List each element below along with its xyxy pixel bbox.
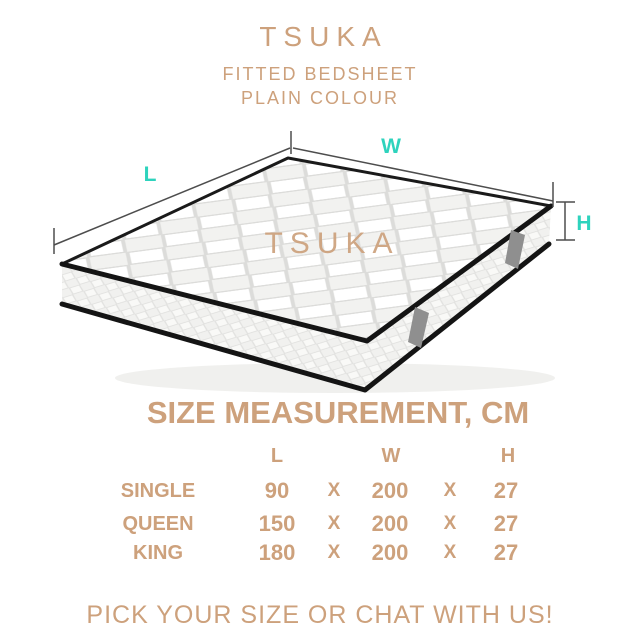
brand-logo: TSUKA xyxy=(259,21,388,52)
mattress-illustration: TSUKA L W H xyxy=(53,131,592,393)
height-value: 27 xyxy=(493,478,519,503)
column-header-w: W xyxy=(381,445,401,467)
product-subtitle: PLAIN COLOUR xyxy=(240,88,400,108)
width-value: 200 xyxy=(371,511,409,536)
size-table-header-row: L W H xyxy=(0,443,640,469)
times-separator: X xyxy=(327,542,341,563)
table-row: SINGLE 90 X 200 X 27 xyxy=(0,478,640,504)
times-separator: X xyxy=(443,480,457,501)
mattress-diagram: TSUKA L W H xyxy=(0,120,640,405)
size-name: KING xyxy=(133,542,183,564)
dimension-lines xyxy=(53,131,575,254)
length-value: 180 xyxy=(258,540,296,565)
height-dimension-label: H xyxy=(576,212,591,235)
size-name: SINGLE xyxy=(120,480,196,502)
mattress-handle xyxy=(505,230,525,269)
mattress-side-left xyxy=(62,264,367,390)
column-header-l: L xyxy=(270,445,284,467)
length-dimension-label: L xyxy=(144,163,157,186)
mattress-handle xyxy=(408,307,429,348)
height-value: 27 xyxy=(493,511,519,536)
width-value: 200 xyxy=(371,478,409,503)
column-header-h: H xyxy=(500,445,516,467)
width-value: 200 xyxy=(371,540,409,565)
mattress-far-piping xyxy=(61,156,552,266)
times-separator: X xyxy=(327,513,341,534)
table-row: QUEEN 150 X 200 X 27 xyxy=(0,511,640,537)
size-table-heading: SIZE MEASUREMENT, CM xyxy=(146,395,530,430)
mattress-bottom-piping xyxy=(59,241,552,393)
cta-text: PICK YOUR SIZE OR CHAT WITH US! xyxy=(86,601,554,629)
times-separator: X xyxy=(443,542,457,563)
times-separator: X xyxy=(327,480,341,501)
mattress-front-piping xyxy=(59,203,554,344)
mattress-side-right xyxy=(365,206,551,390)
brand-watermark: TSUKA xyxy=(264,227,399,260)
times-separator: X xyxy=(443,513,457,534)
size-name: QUEEN xyxy=(122,513,194,535)
width-dimension-label: W xyxy=(381,135,401,158)
length-value: 90 xyxy=(264,478,290,503)
product-title: FITTED BEDSHEET xyxy=(222,64,418,84)
table-row: KING 180 X 200 X 27 xyxy=(0,540,640,566)
length-value: 150 xyxy=(258,511,296,536)
height-value: 27 xyxy=(493,540,519,565)
